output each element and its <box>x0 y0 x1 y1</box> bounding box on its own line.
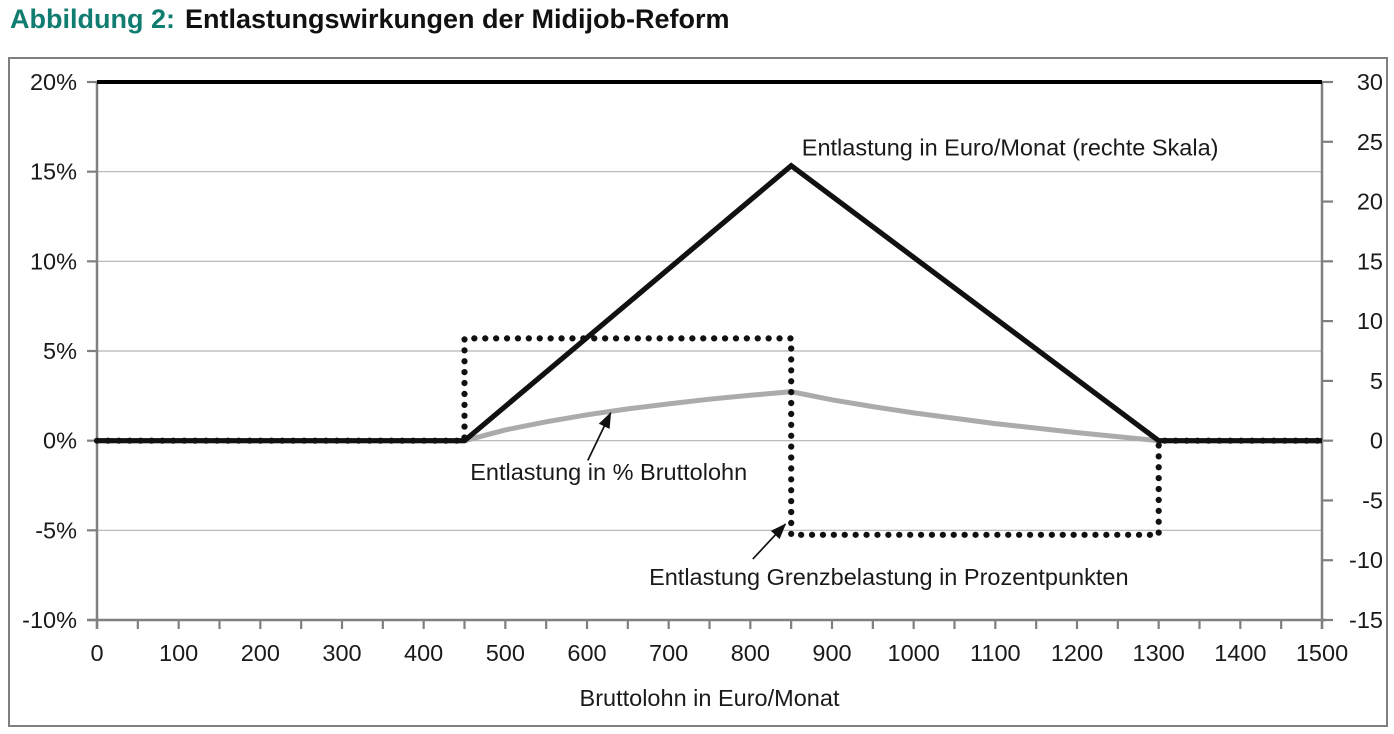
figure-title: Abbildung 2: Entlastungswirkungen der Mid… <box>10 4 730 35</box>
right-axis-tick-label: 10 <box>1357 308 1383 334</box>
series-line-entlastung-euro-monat <box>97 162 1322 444</box>
x-axis-tick-label: 0 <box>90 640 103 666</box>
left-axis-tick-label: 0% <box>43 428 77 454</box>
left-axis-tick-label: -5% <box>35 517 77 543</box>
x-axis-tick-label: 1100 <box>970 640 1021 666</box>
x-axis-tick-label: 800 <box>731 640 770 666</box>
x-axis-tick-label: 700 <box>649 640 688 666</box>
right-axis-tick-label: 0 <box>1370 428 1383 454</box>
x-axis-title: Bruttolohn in Euro/Monat <box>580 685 840 711</box>
x-axis-tick-label: 1200 <box>1051 640 1103 666</box>
right-axis-tick-label: 25 <box>1357 129 1383 155</box>
right-axis-tick-label: 30 <box>1357 69 1383 95</box>
right-axis-tick-label: 5 <box>1370 368 1383 394</box>
x-axis-tick-label: 500 <box>486 640 525 666</box>
figure-number-label: Abbildung 2: <box>10 4 175 34</box>
series-line-entlastung-prozent-bruttolohn <box>97 389 1322 444</box>
annotation-arrow <box>587 411 612 461</box>
right-axis-tick-label: 20 <box>1357 189 1383 215</box>
left-axis-tick-label: 20% <box>30 69 77 95</box>
left-axis-tick-label: 5% <box>43 338 77 364</box>
figure-title-text: Entlastungswirkungen der Midijob-Reform <box>184 4 730 34</box>
right-axis-tick-label: -15 <box>1349 607 1383 633</box>
left-axis-tick-label: 15% <box>30 159 77 185</box>
left-axis-tick-label: 10% <box>30 248 77 274</box>
x-axis-tick-label: 1300 <box>1133 640 1185 666</box>
right-axis-tick-label: -10 <box>1349 547 1383 573</box>
series-annotation-label: Entlastung in Euro/Monat (rechte Skala) <box>802 135 1219 161</box>
x-axis-tick-label: 100 <box>159 640 198 666</box>
right-axis-tick-label: -5 <box>1362 487 1383 513</box>
right-axis-tick-label: 15 <box>1357 248 1383 274</box>
series-annotation-label: Entlastung in % Bruttolohn <box>470 459 747 485</box>
left-axis-tick-label: -10% <box>22 607 77 633</box>
x-axis-tick-label: 300 <box>322 640 361 666</box>
x-axis-tick-label: 600 <box>567 640 606 666</box>
annotation-arrow <box>752 523 787 560</box>
x-axis-tick-label: 1000 <box>888 640 940 666</box>
x-axis-tick-label: 1400 <box>1214 640 1266 666</box>
x-axis-tick-label: 200 <box>241 640 280 666</box>
series-line-entlastung-grenzbelastung <box>93 335 1326 538</box>
x-axis-tick-label: 400 <box>404 640 443 666</box>
series-annotation-label: Entlastung Grenzbelastung in Prozentpunk… <box>649 564 1128 590</box>
x-axis-tick-label: 900 <box>812 640 851 666</box>
chart-frame <box>8 57 1388 727</box>
x-axis-tick-label: 1500 <box>1296 640 1348 666</box>
